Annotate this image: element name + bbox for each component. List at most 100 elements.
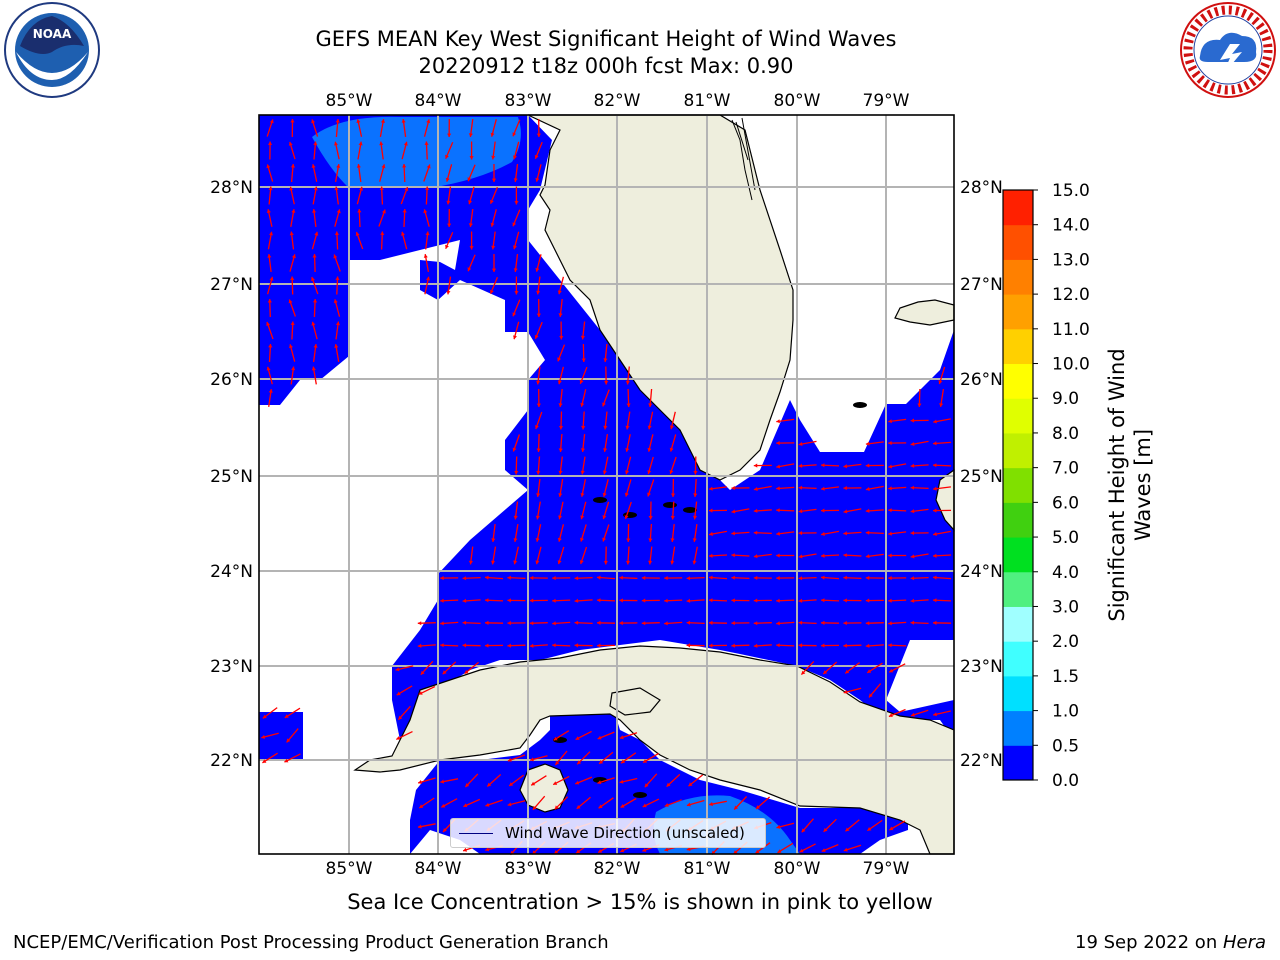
- direction-arrowhead: [559, 336, 564, 340]
- lon-label-top: 83°W: [505, 91, 552, 111]
- direction-arrowhead: [776, 441, 780, 446]
- water-region-2: [259, 712, 303, 760]
- lat-label-left: 22°N: [210, 751, 253, 771]
- direction-arrowhead: [669, 425, 674, 430]
- direction-arrowhead: [462, 620, 467, 625]
- colorbar-bin: [1003, 606, 1033, 642]
- direction-arrowhead: [603, 358, 608, 362]
- direction-arrowhead: [619, 575, 623, 580]
- direction-arrowhead: [933, 441, 937, 446]
- direction-arrowhead: [910, 509, 915, 514]
- direction-arrowhead: [843, 464, 848, 469]
- direction-arrowhead: [558, 403, 563, 407]
- direction-arrowhead: [333, 299, 338, 304]
- direction-arrowhead: [755, 849, 760, 854]
- direction-arrowhead: [552, 643, 556, 648]
- direction-arrowhead: [286, 738, 291, 743]
- direction-arrowhead: [731, 553, 735, 558]
- direction-arrowhead: [756, 805, 760, 809]
- direction-arrowhead: [334, 344, 339, 348]
- direction-arrowhead: [671, 493, 676, 497]
- direction-arrowhead: [536, 493, 541, 497]
- lat-label-right: 23°N: [960, 657, 1003, 677]
- direction-arrowhead: [380, 119, 385, 123]
- direction-arrowhead: [625, 425, 630, 430]
- colorbar-bin: [1003, 467, 1033, 503]
- water-region-1: [259, 115, 954, 740]
- direction-arrowhead: [491, 178, 497, 182]
- direction-arrowhead: [625, 380, 630, 385]
- direction-arrowhead: [669, 447, 674, 452]
- colorbar-tick-label: 12.0: [1052, 285, 1090, 305]
- direction-arrowhead: [403, 141, 408, 146]
- direction-arrowhead: [620, 848, 625, 853]
- direction-arrowhead: [440, 621, 444, 626]
- direction-arrowhead: [284, 714, 289, 718]
- landmass-3: [353, 645, 955, 855]
- direction-arrowhead: [380, 231, 385, 235]
- direction-arrowhead: [446, 200, 451, 205]
- direction-arrowhead: [581, 425, 586, 430]
- direction-arrowhead: [865, 575, 870, 580]
- direction-arrowhead: [933, 553, 937, 558]
- direction-arrowhead: [669, 470, 674, 474]
- direction-arrowhead: [490, 289, 494, 294]
- direction-arrowhead: [395, 667, 400, 672]
- colorbar-bin: [1003, 398, 1033, 434]
- direction-arrowhead: [288, 299, 293, 304]
- direction-arrowhead: [580, 515, 585, 520]
- direction-arrowhead: [798, 463, 803, 468]
- direction-arrowhead: [641, 598, 646, 603]
- direction-arrowhead: [290, 276, 295, 280]
- direction-arrowhead: [485, 598, 489, 603]
- direction-arrowhead: [664, 598, 668, 603]
- direction-arrowhead: [823, 827, 828, 832]
- direction-arrowhead: [312, 254, 317, 258]
- direction-arrowhead: [536, 448, 541, 452]
- direction-arrowhead: [577, 760, 582, 765]
- direction-arrowhead: [552, 621, 556, 626]
- direction-arrowhead: [938, 380, 943, 385]
- lat-label-right: 24°N: [960, 562, 1003, 582]
- direction-arrowhead: [574, 576, 579, 581]
- direction-arrowhead: [311, 164, 316, 168]
- direction-arrowhead: [648, 538, 653, 542]
- direction-arrowhead: [290, 164, 295, 168]
- direction-arrowhead: [648, 560, 653, 565]
- direction-arrowhead: [933, 712, 937, 717]
- colorbar-bin: [1003, 641, 1033, 677]
- direction-arrowhead: [426, 276, 430, 281]
- direction-arrowhead: [445, 177, 450, 182]
- colorbar-tick-label: 13.0: [1052, 250, 1090, 270]
- direction-arrowhead: [619, 598, 623, 603]
- direction-arrowhead: [580, 470, 585, 475]
- direction-arrowhead: [442, 670, 447, 675]
- direction-arrowhead: [512, 312, 517, 317]
- direction-arrowhead: [641, 575, 646, 580]
- direction-arrowhead: [776, 598, 780, 603]
- direction-arrowhead: [512, 132, 517, 137]
- direction-arrowhead: [513, 178, 518, 182]
- direction-arrowhead: [507, 598, 511, 603]
- direction-arrowhead: [335, 321, 340, 326]
- direction-arrowhead: [441, 803, 446, 808]
- colorbar-tick-label: 9.0: [1052, 389, 1079, 409]
- direction-arrowhead: [468, 223, 473, 227]
- lon-label-top: 80°W: [774, 91, 821, 111]
- direction-arrowhead: [776, 643, 780, 648]
- direction-arrowhead: [514, 291, 519, 295]
- direction-arrowhead: [686, 802, 691, 807]
- direction-arrowhead: [888, 621, 892, 626]
- direction-arrowhead: [311, 321, 316, 326]
- direction-arrowhead: [619, 779, 624, 784]
- direction-arrowhead: [777, 849, 782, 853]
- direction-arrowhead: [447, 223, 452, 227]
- direction-arrowhead: [602, 515, 607, 520]
- direction-arrowhead: [580, 493, 585, 497]
- direction-arrowhead: [425, 186, 430, 190]
- colorbar-bin: [1003, 294, 1033, 330]
- direction-arrowhead: [554, 805, 559, 810]
- colorbar-bin: [1003, 745, 1033, 781]
- direction-arrowhead: [888, 464, 893, 469]
- lat-label-left: 25°N: [210, 467, 253, 487]
